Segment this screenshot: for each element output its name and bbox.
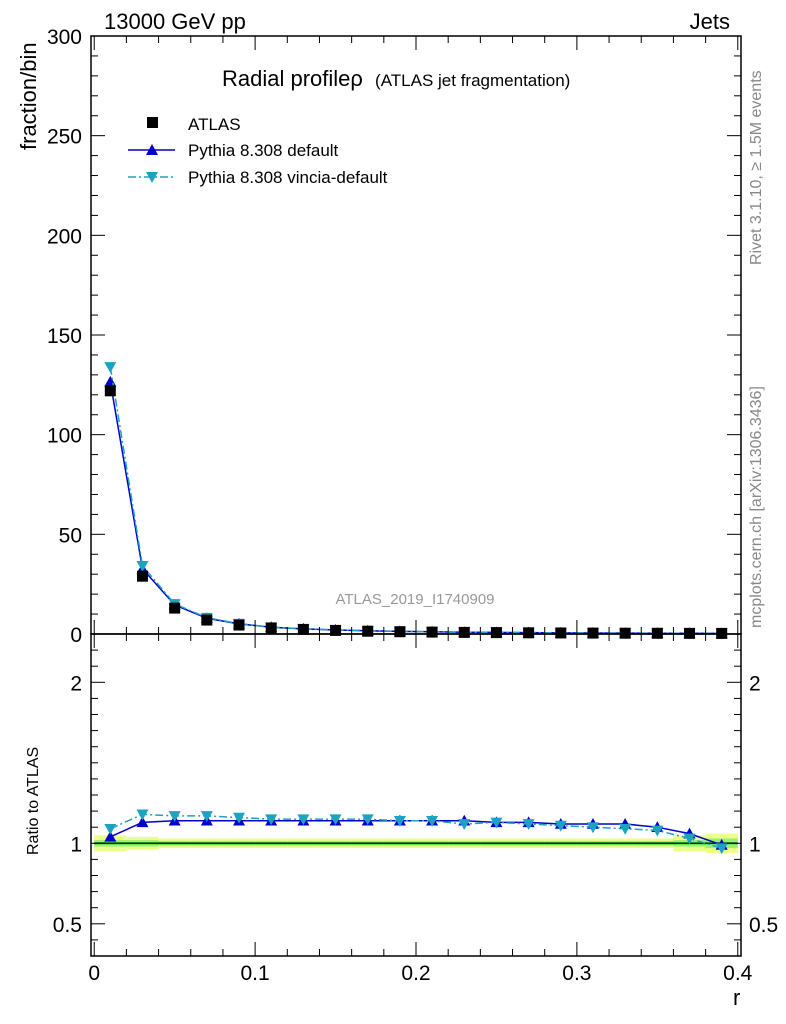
- x-tick-label: 0.1: [241, 962, 270, 985]
- y-tick-label: 150: [47, 325, 82, 348]
- series-point-ratio-2: [715, 843, 728, 855]
- y-tick-label: 200: [47, 225, 82, 248]
- series-point-ratio-2: [426, 815, 439, 827]
- header-right: Jets: [690, 9, 730, 34]
- series-layer: [104, 362, 728, 855]
- legend-marker-default: [146, 144, 158, 155]
- series-point-ratio-2: [104, 824, 117, 835]
- header-left: 13000 GeV pp: [104, 9, 246, 34]
- data-point: [523, 627, 535, 639]
- legend-label-default: Pythia 8.308 default: [188, 141, 339, 160]
- data-point: [201, 614, 213, 626]
- data-point: [394, 626, 406, 638]
- chart-subtitle: (ATLAS jet fragmentation): [375, 71, 570, 90]
- legend-marker-atlas: [147, 117, 158, 128]
- ratio-panel-frame: [90, 633, 742, 957]
- y-tick-label: 100: [47, 425, 82, 448]
- series-point-ratio-1: [136, 816, 149, 828]
- legend-marker-vincia: [146, 172, 158, 183]
- data-point: [490, 627, 502, 639]
- data-point: [458, 626, 470, 638]
- series-point-ratio-2: [619, 824, 632, 835]
- data-point: [426, 626, 438, 638]
- series-point-ratio-2: [297, 814, 310, 826]
- series-point-ratio-2: [586, 822, 599, 834]
- y-tick-label: 50: [59, 524, 82, 547]
- analysis-watermark: ATLAS_2019_I1740909: [335, 591, 494, 608]
- data-point: [136, 570, 148, 582]
- data-point: [362, 625, 374, 637]
- series-point-ratio-2: [361, 814, 374, 826]
- series-point-ratio-2: [265, 814, 278, 826]
- mcplots-label: mcplots.cern.ch [arXiv:1306.3436]: [748, 386, 765, 628]
- ratio-axis-label: Ratio to ATLAS: [25, 747, 42, 855]
- legend-label-atlas: ATLAS: [188, 115, 241, 134]
- data-point: [555, 627, 567, 639]
- series-point-main-2: [136, 561, 149, 572]
- data-point: [169, 602, 181, 614]
- series-point-ratio-2: [233, 812, 246, 824]
- series-point-ratio-2: [329, 814, 342, 826]
- data-point: [297, 623, 309, 635]
- ratio-tick-label-left: 0.5: [53, 914, 82, 937]
- x-tick-label: 0.4: [723, 962, 753, 985]
- data-point: [330, 624, 342, 636]
- chart-title-main: Radial profileρ: [222, 66, 363, 91]
- series-point-ratio-2: [458, 819, 471, 830]
- series-point-ratio-2: [168, 811, 181, 822]
- y-tick-label: 300: [47, 26, 82, 49]
- series-point-ratio-1: [104, 830, 117, 842]
- data-point: [619, 627, 631, 639]
- legend: ATLAS Pythia 8.308 default Pythia 8.308 …: [128, 115, 388, 187]
- data-point: [265, 622, 277, 634]
- x-tick-label: 0.2: [401, 962, 430, 985]
- series-point-ratio-2: [522, 819, 535, 830]
- ratio-tick-label-left: 1: [70, 833, 82, 856]
- y-tick-label: 0: [70, 624, 82, 647]
- x-tick-label: 0: [88, 962, 100, 985]
- chart-title: Radial profileρ (ATLAS jet fragmentation…: [222, 66, 570, 91]
- series-point-ratio-2: [393, 815, 406, 827]
- data-point: [104, 385, 116, 397]
- y-axis-label: fraction/bin: [16, 42, 41, 150]
- series-point-main-1: [104, 375, 117, 387]
- series-point-ratio-2: [136, 809, 149, 821]
- rivet-label: Rivet 3.1.10, ≥ 1.5M events: [748, 70, 765, 265]
- axis-ticks: 0 0.1 0.2 0.3 0.4 0 50 100 150 200 250 300 0.5 0.5 1 1 2…: [47, 26, 778, 985]
- ratio-tick-label-right: 0.5: [749, 914, 778, 937]
- ratio-tick-label-right: 1: [749, 833, 761, 856]
- series-point-ratio-2: [490, 817, 503, 829]
- legend-label-vincia: Pythia 8.308 vincia-default: [188, 168, 388, 187]
- x-tick-label: 0.3: [562, 962, 591, 985]
- series-point-ratio-2: [554, 820, 567, 832]
- series-line-ratio-2: [109, 813, 722, 849]
- ratio-tick-label-left: 2: [70, 672, 82, 695]
- data-point: [233, 619, 245, 631]
- series-point-main-2: [104, 362, 117, 373]
- series-point-ratio-2: [200, 811, 213, 822]
- x-axis-label: r: [733, 985, 740, 1010]
- ratio-tick-label-right: 2: [749, 672, 761, 695]
- series-point-ratio-2: [683, 833, 696, 845]
- data-point: [587, 627, 599, 639]
- y-tick-label: 250: [47, 126, 82, 149]
- series-point-ratio-2: [651, 825, 664, 837]
